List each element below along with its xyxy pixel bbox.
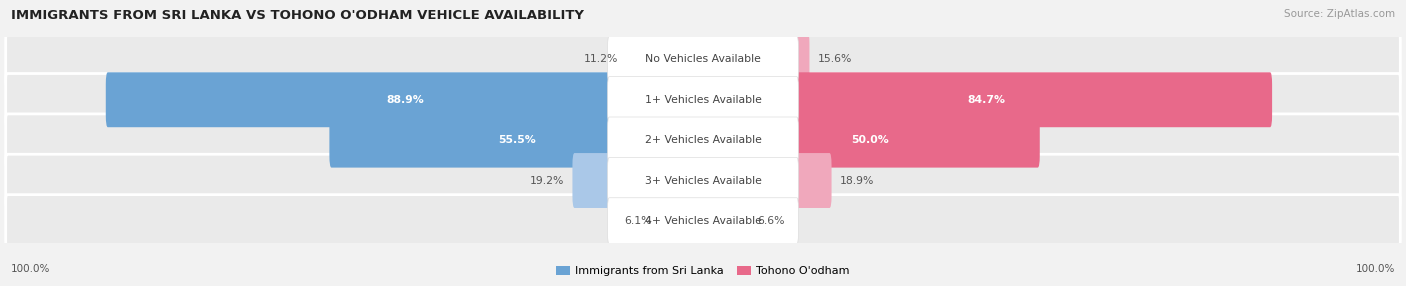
Legend: Immigrants from Sri Lanka, Tohono O'odham: Immigrants from Sri Lanka, Tohono O'odha… — [553, 261, 853, 281]
Text: IMMIGRANTS FROM SRI LANKA VS TOHONO O'ODHAM VEHICLE AVAILABILITY: IMMIGRANTS FROM SRI LANKA VS TOHONO O'OD… — [11, 9, 585, 21]
FancyBboxPatch shape — [607, 36, 799, 83]
Text: 50.0%: 50.0% — [852, 135, 889, 145]
FancyBboxPatch shape — [702, 193, 749, 248]
FancyBboxPatch shape — [572, 153, 704, 208]
Text: 2+ Vehicles Available: 2+ Vehicles Available — [644, 135, 762, 145]
Text: 88.9%: 88.9% — [387, 95, 425, 105]
FancyBboxPatch shape — [6, 114, 1400, 166]
Text: 100.0%: 100.0% — [11, 264, 51, 274]
FancyBboxPatch shape — [6, 33, 1400, 86]
Text: 3+ Vehicles Available: 3+ Vehicles Available — [644, 176, 762, 186]
Text: No Vehicles Available: No Vehicles Available — [645, 54, 761, 64]
FancyBboxPatch shape — [702, 72, 1272, 127]
FancyBboxPatch shape — [607, 117, 799, 163]
FancyBboxPatch shape — [6, 154, 1400, 207]
FancyBboxPatch shape — [702, 153, 831, 208]
Text: 84.7%: 84.7% — [967, 95, 1005, 105]
Text: 4+ Vehicles Available: 4+ Vehicles Available — [644, 216, 762, 226]
FancyBboxPatch shape — [607, 198, 799, 244]
Text: 11.2%: 11.2% — [583, 54, 619, 64]
FancyBboxPatch shape — [6, 74, 1400, 126]
Text: 55.5%: 55.5% — [498, 135, 536, 145]
FancyBboxPatch shape — [626, 32, 704, 87]
FancyBboxPatch shape — [661, 193, 704, 248]
Text: 100.0%: 100.0% — [1355, 264, 1395, 274]
Text: Source: ZipAtlas.com: Source: ZipAtlas.com — [1284, 9, 1395, 19]
Text: 15.6%: 15.6% — [817, 54, 852, 64]
FancyBboxPatch shape — [607, 157, 799, 204]
FancyBboxPatch shape — [105, 72, 704, 127]
Text: 18.9%: 18.9% — [839, 176, 875, 186]
FancyBboxPatch shape — [702, 113, 1040, 168]
Text: 6.1%: 6.1% — [624, 216, 652, 226]
FancyBboxPatch shape — [329, 113, 704, 168]
FancyBboxPatch shape — [607, 77, 799, 123]
Text: 1+ Vehicles Available: 1+ Vehicles Available — [644, 95, 762, 105]
FancyBboxPatch shape — [702, 32, 810, 87]
Text: 6.6%: 6.6% — [758, 216, 785, 226]
FancyBboxPatch shape — [6, 195, 1400, 247]
Text: 19.2%: 19.2% — [530, 176, 564, 186]
